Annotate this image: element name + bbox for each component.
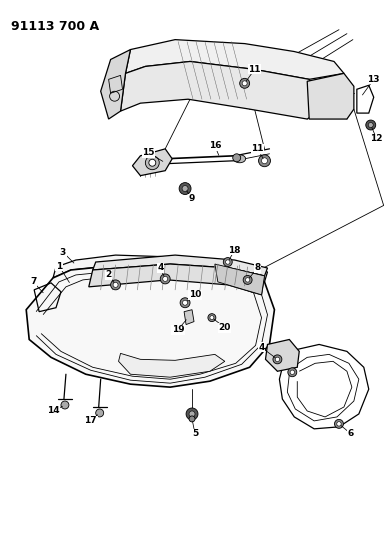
Text: 17: 17 xyxy=(84,416,97,425)
Circle shape xyxy=(61,401,69,409)
Circle shape xyxy=(223,257,232,266)
Circle shape xyxy=(160,274,170,284)
Ellipse shape xyxy=(234,155,246,163)
Circle shape xyxy=(180,298,190,308)
Text: 5: 5 xyxy=(192,429,198,438)
Text: 13: 13 xyxy=(368,75,380,84)
Text: 20: 20 xyxy=(219,323,231,332)
Text: 2: 2 xyxy=(106,270,112,279)
Text: 1: 1 xyxy=(56,262,62,271)
Circle shape xyxy=(335,419,343,429)
Circle shape xyxy=(179,183,191,195)
Polygon shape xyxy=(26,266,274,387)
Circle shape xyxy=(368,123,373,127)
Circle shape xyxy=(111,280,120,290)
Text: 4: 4 xyxy=(258,343,265,352)
Circle shape xyxy=(186,408,198,420)
Circle shape xyxy=(273,355,282,364)
Text: 14: 14 xyxy=(47,407,59,415)
Text: 19: 19 xyxy=(172,325,185,334)
Circle shape xyxy=(208,313,216,321)
Polygon shape xyxy=(53,255,267,282)
Circle shape xyxy=(275,357,280,361)
Polygon shape xyxy=(100,50,131,119)
Circle shape xyxy=(145,156,159,169)
Circle shape xyxy=(290,370,294,374)
Polygon shape xyxy=(93,255,267,276)
Circle shape xyxy=(242,81,247,86)
Text: 6: 6 xyxy=(348,429,354,438)
Polygon shape xyxy=(184,310,194,325)
Circle shape xyxy=(258,155,271,167)
Circle shape xyxy=(288,368,297,377)
Text: 8: 8 xyxy=(255,263,261,272)
Polygon shape xyxy=(120,61,319,119)
Circle shape xyxy=(240,78,249,88)
Text: 4: 4 xyxy=(157,263,163,272)
Text: 9: 9 xyxy=(189,194,195,203)
Polygon shape xyxy=(265,340,299,372)
Text: 11: 11 xyxy=(248,65,261,74)
Polygon shape xyxy=(215,264,264,295)
Circle shape xyxy=(337,422,341,426)
Text: 10: 10 xyxy=(189,290,201,300)
Text: 91113 700 A: 91113 700 A xyxy=(11,20,99,33)
Circle shape xyxy=(189,416,195,422)
Circle shape xyxy=(262,158,267,164)
Polygon shape xyxy=(126,39,344,79)
Text: 7: 7 xyxy=(30,277,36,286)
Polygon shape xyxy=(118,353,225,377)
Circle shape xyxy=(149,159,156,166)
Circle shape xyxy=(233,154,241,161)
Circle shape xyxy=(226,260,230,264)
Text: 18: 18 xyxy=(228,246,241,255)
Circle shape xyxy=(182,185,188,191)
Polygon shape xyxy=(89,264,264,295)
Circle shape xyxy=(366,120,376,130)
Circle shape xyxy=(243,276,252,285)
Circle shape xyxy=(210,316,214,320)
Circle shape xyxy=(163,277,168,281)
Text: 15: 15 xyxy=(142,148,154,157)
Polygon shape xyxy=(307,74,354,119)
Text: 16: 16 xyxy=(209,141,221,150)
Circle shape xyxy=(183,300,188,305)
Text: 11: 11 xyxy=(251,144,264,154)
Text: 3: 3 xyxy=(60,248,66,256)
Circle shape xyxy=(96,409,104,417)
Polygon shape xyxy=(133,149,172,176)
Circle shape xyxy=(113,282,118,287)
Text: 12: 12 xyxy=(370,134,383,143)
Circle shape xyxy=(246,278,250,282)
Circle shape xyxy=(189,411,195,417)
